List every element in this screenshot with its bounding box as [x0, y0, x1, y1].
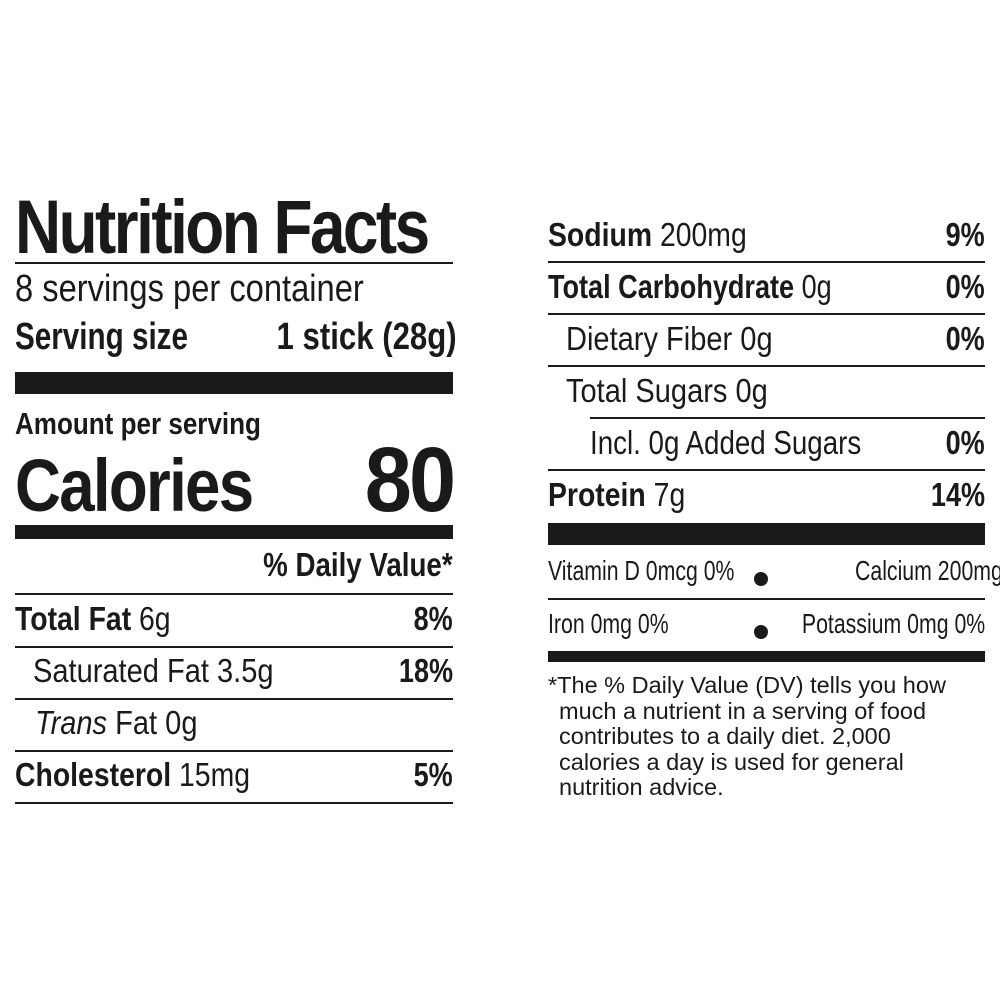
nutrient-name: Total Carbohydrate	[548, 268, 795, 305]
divider	[15, 262, 453, 264]
divider	[15, 698, 453, 700]
footnote-line: much a nutrient in a serving of food	[559, 697, 927, 724]
nutrient-amount: 0g	[735, 372, 768, 409]
nutrient-dv: 14%	[930, 476, 985, 513]
nutrient-dv: 9%	[945, 216, 985, 253]
footnote-line: calories a day is used for general	[559, 748, 904, 775]
vitamin-row: Vitamin D 0mcg 0% Calcium 200mg 15%	[548, 555, 1000, 587]
calcium: Calcium 200mg 15%	[855, 555, 1000, 586]
nutrient-row-total-fat: Total Fat 6g 8%	[15, 600, 453, 638]
nutrient-name: Total Sugars	[566, 372, 728, 409]
nutrient-row-saturated-fat: Saturated Fat 3.5g 18%	[15, 652, 453, 690]
nutrient-row-total-carbohydrate: Total Carbohydrate 0g 0%	[548, 268, 985, 306]
daily-value-footnote: *The % Daily Value (DV) tells you how mu…	[548, 672, 988, 801]
divider	[548, 313, 985, 315]
footnote-line: *The % Daily Value (DV) tells you how	[548, 672, 946, 698]
nutrient-name: Total Fat	[15, 600, 132, 637]
serving-size-row: Serving size 1 stick (28g)	[15, 316, 457, 359]
nutrient-amount: 0g	[740, 320, 773, 357]
nutrient-name: Cholesterol	[15, 756, 172, 793]
nutrient-dv: 0%	[945, 424, 985, 461]
nutrient-row-trans-fat: Trans Fat 0g	[15, 704, 453, 742]
nutrient-row-cholesterol: Cholesterol 15mg 5%	[15, 756, 453, 794]
nutrient-amount: 0g	[801, 268, 832, 305]
divider	[548, 469, 985, 471]
divider	[548, 261, 985, 263]
potassium: Potassium 0mg 0%	[801, 608, 985, 639]
daily-value-header-row: % Daily Value*	[15, 546, 453, 584]
vitamin-d: Vitamin D 0mcg 0%	[548, 555, 735, 586]
servings-per-container: 8 servings per container	[15, 268, 364, 310]
bullet-icon	[754, 625, 768, 639]
divider	[15, 646, 453, 648]
serving-size-value: 1 stick (28g)	[276, 316, 457, 358]
nutrient-name: Incl. 0g Added Sugars	[590, 424, 862, 461]
nutrient-row-sodium: Sodium 200mg 9%	[548, 216, 985, 254]
iron: Iron 0mg 0%	[548, 608, 669, 639]
sub-divider	[590, 417, 985, 419]
nutrient-name: Protein	[548, 476, 646, 513]
divider	[15, 802, 453, 804]
nutrient-amount: 6g	[139, 600, 171, 637]
serving-size-label: Serving size	[15, 316, 188, 358]
bullet-icon	[754, 572, 768, 586]
nutrient-dv: 18%	[398, 652, 453, 689]
nutrient-name: Dietary Fiber	[566, 320, 733, 357]
nutrient-amount: 0g	[165, 704, 198, 741]
vitamin-row: Iron 0mg 0% Potassium 0mg 0%	[548, 608, 985, 640]
nutrient-dv: 0%	[945, 268, 985, 305]
thick-divider	[15, 372, 453, 394]
calories-row: Calories 80	[15, 428, 456, 533]
divider	[548, 598, 985, 600]
nutrient-amount: 3.5g	[217, 652, 274, 689]
medium-divider	[548, 651, 985, 662]
calories-value: 80	[364, 429, 455, 531]
nutrient-name: Sodium	[548, 216, 653, 253]
daily-value-header: % Daily Value*	[263, 546, 453, 583]
nutrient-dv: 8%	[413, 600, 453, 637]
thick-divider	[548, 523, 985, 545]
footnote-line: nutrition advice.	[559, 774, 724, 800]
divider	[15, 750, 453, 752]
servings-per-container-row: 8 servings per container	[15, 268, 453, 311]
nutrient-row-protein: Protein 7g 14%	[548, 476, 985, 514]
amount-per-serving-row: Amount per serving	[15, 406, 453, 442]
nutrient-dv: 0%	[945, 320, 985, 357]
nutrient-amount: 15mg	[179, 756, 251, 793]
footnote-line: contributes to a daily diet. 2,000	[559, 723, 891, 749]
divider	[15, 593, 453, 595]
nutrient-name: Trans	[35, 704, 108, 741]
medium-divider	[15, 525, 453, 539]
divider	[548, 365, 985, 367]
nutrient-row-added-sugars: Incl. 0g Added Sugars 0%	[548, 424, 985, 462]
label-title: Nutrition Facts	[15, 185, 430, 270]
amount-per-serving: Amount per serving	[15, 406, 261, 441]
nutrient-dv: 5%	[413, 756, 453, 793]
nutrient-amount: 200mg	[659, 216, 747, 253]
nutrient-row-total-sugars: Total Sugars 0g	[548, 372, 985, 410]
nutrient-row-dietary-fiber: Dietary Fiber 0g 0%	[548, 320, 985, 358]
nutrient-name: Saturated Fat	[33, 652, 209, 689]
nutrient-amount: 7g	[653, 476, 686, 513]
calories-label: Calories	[15, 444, 254, 527]
nutrient-name-suffix: Fat	[115, 704, 158, 741]
